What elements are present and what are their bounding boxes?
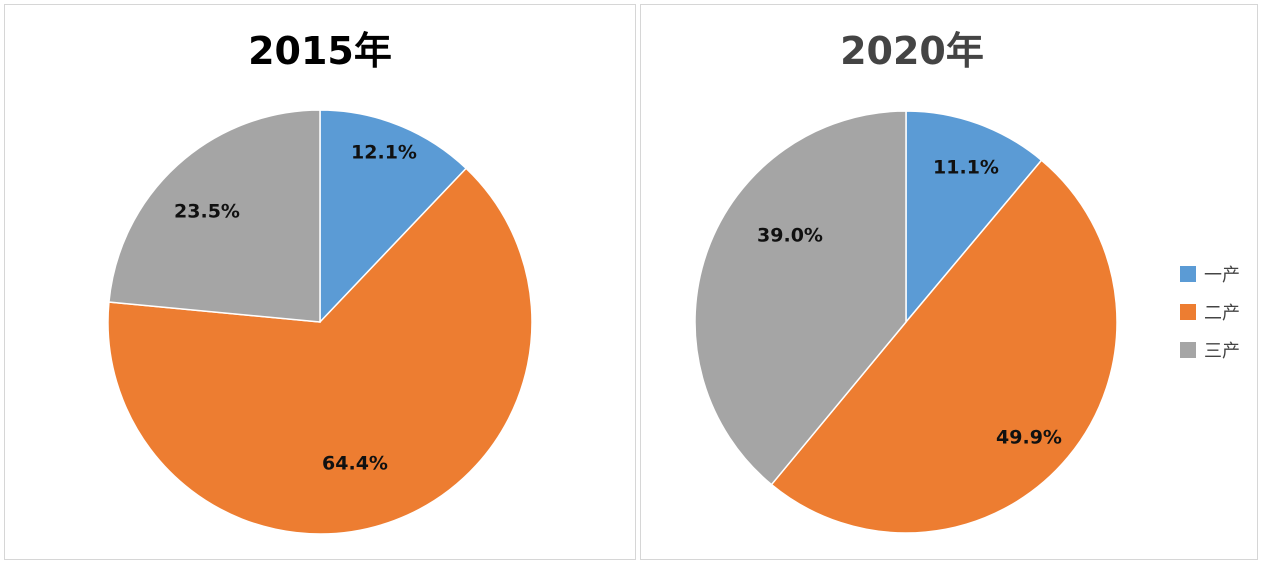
chart-title-1: 2020年 [840,29,984,73]
slice-label-0-0: 12.1% [351,142,417,164]
pie-slice-1-0 [905,110,1043,325]
slice-label-1-2: 39.0% [757,225,823,247]
slice-label-0-2: 23.5% [174,201,240,223]
pie-slice-0-2 [108,109,321,323]
pie-slice-1-2 [694,110,907,486]
legend-label-0: 一产 [1204,265,1240,286]
chart-title-0: 2015年 [248,29,392,73]
pie-slice-1-1 [770,159,1119,535]
legend-swatch-1 [1180,304,1196,320]
slice-label-0-1: 64.4% [322,453,388,475]
legend-swatch-0 [1180,266,1196,282]
pie-slice-0-0 [319,109,468,324]
legend-label-1: 二产 [1204,303,1240,324]
slice-label-1-0: 11.1% [933,157,999,179]
pie-slice-0-1 [107,167,533,535]
slice-label-1-1: 49.9% [996,427,1062,449]
legend-swatch-2 [1180,342,1196,358]
legend-label-2: 三产 [1204,341,1240,362]
